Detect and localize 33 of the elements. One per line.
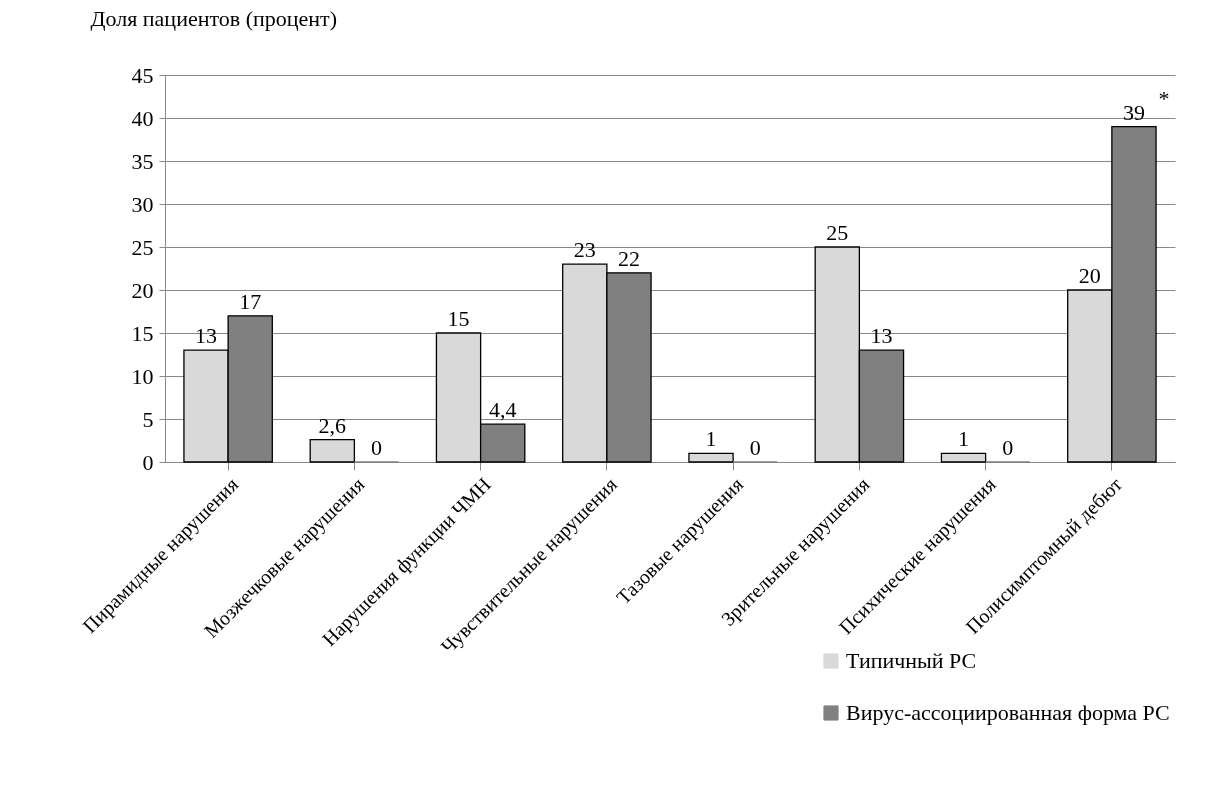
y-tick-label: 40: [131, 105, 154, 131]
data-label: 15: [447, 306, 470, 331]
bar: [309, 438, 356, 463]
y-tick-label: 30: [131, 191, 154, 217]
legend-label: Типичный РС: [846, 648, 977, 673]
y-tick-label: 45: [131, 62, 154, 88]
data-label: 13: [195, 323, 218, 349]
data-label: 22: [617, 245, 640, 271]
data-label: 20: [1078, 263, 1101, 288]
y-axis-title: Доля пациентов (процент): [90, 5, 338, 31]
data-label: 39: [1122, 99, 1145, 125]
y-tick-label: 10: [131, 363, 154, 389]
data-label: 17: [239, 288, 262, 314]
bar: [688, 452, 734, 463]
data-label: 4,4: [488, 397, 517, 423]
y-tick-label: 5: [142, 406, 154, 432]
data-label: 23: [573, 237, 596, 263]
annotation: *: [1158, 85, 1170, 111]
data-label: 0: [1002, 435, 1014, 460]
data-label: 25: [826, 220, 849, 245]
data-label: 0: [749, 435, 761, 460]
y-tick-label: 25: [131, 234, 154, 260]
y-tick-label: 15: [131, 320, 154, 346]
legend-label: Вирус-ассоциированная форма РС: [846, 700, 1170, 725]
bar: [940, 452, 987, 463]
data-label: 1: [705, 426, 717, 452]
data-label: 2,6: [318, 412, 347, 438]
data-label: 0: [370, 435, 382, 460]
y-tick-label: 20: [131, 277, 154, 303]
y-tick-label: 0: [142, 449, 154, 475]
data-label: 1: [958, 426, 970, 452]
y-tick-label: 35: [131, 148, 154, 174]
data-label: 13: [870, 323, 893, 349]
